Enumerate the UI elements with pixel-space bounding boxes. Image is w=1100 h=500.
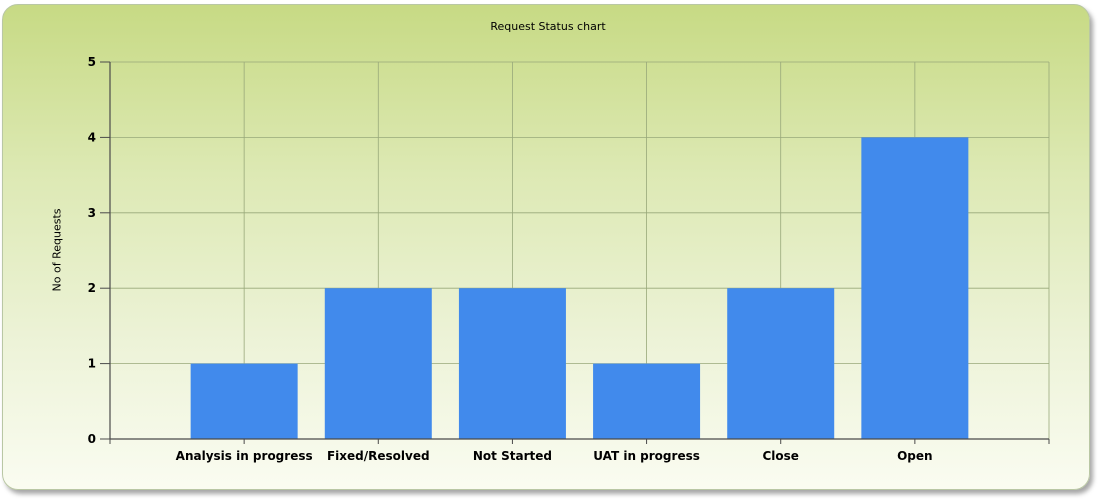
y-tick-label: 0	[88, 432, 96, 446]
x-tick-label: UAT in progress	[593, 449, 700, 463]
bar	[593, 363, 701, 439]
bar	[324, 288, 432, 439]
x-tick-label: Fixed/Resolved	[327, 449, 430, 463]
x-tick-label: Close	[762, 449, 798, 463]
y-tick-label: 3	[88, 206, 96, 220]
bar	[458, 288, 566, 439]
y-tick-label: 2	[88, 281, 96, 295]
x-tick-label: Analysis in progress	[176, 449, 313, 463]
bar	[727, 288, 835, 439]
bar	[861, 137, 969, 439]
bar	[190, 363, 298, 439]
y-tick-label: 5	[88, 55, 96, 69]
y-tick-label: 4	[88, 130, 96, 144]
chart-title: Request Status chart	[490, 20, 606, 33]
y-tick-label: 1	[88, 357, 96, 371]
x-tick-label: Open	[897, 449, 932, 463]
x-tick-label: Not Started	[473, 449, 552, 463]
